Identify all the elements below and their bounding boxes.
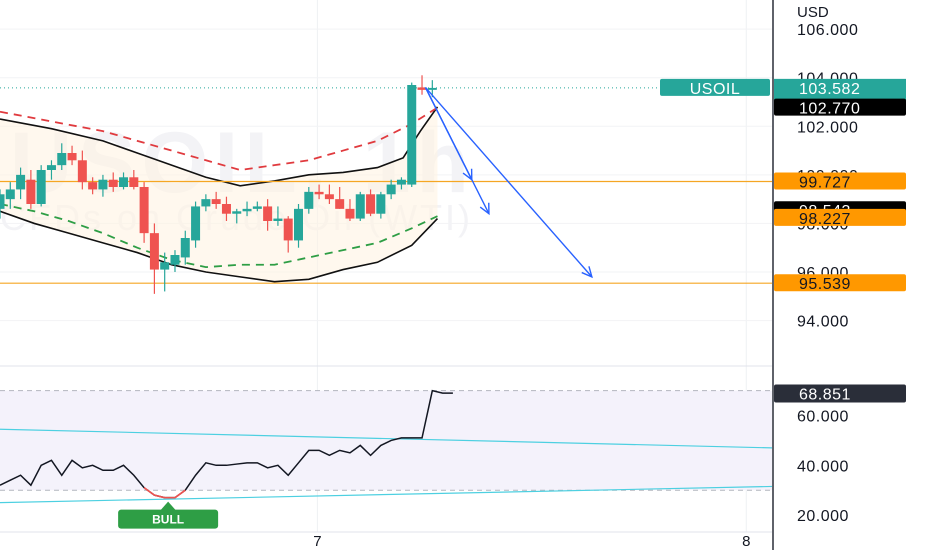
time-axis-label: 8 xyxy=(742,533,750,550)
candle-body xyxy=(88,182,98,190)
symbol-tag: USOIL xyxy=(690,81,741,98)
candle-body xyxy=(149,233,159,270)
candle-body xyxy=(417,87,427,90)
last-price-label: 103.582 xyxy=(799,81,860,98)
candle-body xyxy=(355,194,365,219)
level-price-tag: 95.539 xyxy=(799,276,851,293)
candle-body xyxy=(263,206,273,221)
candle-body xyxy=(283,218,293,241)
candle-body xyxy=(46,165,56,170)
bollinger-middle-line xyxy=(0,106,438,171)
currency-label: USD xyxy=(797,4,829,21)
candle-body xyxy=(201,199,211,207)
candle-body xyxy=(0,194,5,209)
level-price-tag: 99.727 xyxy=(799,174,851,191)
bollinger-upper-line xyxy=(0,106,439,187)
candle-body xyxy=(304,191,314,209)
candle-body xyxy=(396,179,406,185)
candle-body xyxy=(211,199,221,204)
rsi-tick-label: 20.000 xyxy=(797,508,849,525)
price-tick-label: 106.000 xyxy=(797,22,858,39)
candle-body xyxy=(335,199,345,209)
candle-body xyxy=(232,211,242,214)
bull-signal-label: BULL xyxy=(152,513,184,527)
ma-value-tag-bg xyxy=(774,98,906,116)
candle-body xyxy=(252,206,262,209)
candle-body xyxy=(36,170,46,204)
bollinger-basis-line xyxy=(0,203,438,269)
candle-body xyxy=(345,208,355,219)
candle-body xyxy=(26,179,36,204)
symbol-tag-bg xyxy=(660,78,770,96)
candle-body xyxy=(242,208,252,212)
projection-arrow-head xyxy=(581,266,593,279)
candle-body xyxy=(180,238,190,258)
candle-body xyxy=(324,194,334,200)
candle-body xyxy=(57,153,67,166)
candle-body xyxy=(427,87,437,90)
rsi-line xyxy=(0,389,453,499)
candle-body xyxy=(314,191,324,195)
rsi-trendline xyxy=(0,428,773,449)
rsi-tick-label: 60.000 xyxy=(797,409,849,426)
level-price-tag: 98.227 xyxy=(799,211,851,228)
rsi-oversold-segment xyxy=(143,487,186,499)
price-tick-label: 102.000 xyxy=(797,119,858,136)
candle-body xyxy=(139,187,149,234)
bull-signal-bg xyxy=(118,509,219,529)
candle-body xyxy=(67,153,77,161)
level-price-tag-bg xyxy=(774,274,906,292)
bull-signal-pointer xyxy=(160,501,177,511)
candle-body xyxy=(294,208,304,241)
bollinger-band-fill xyxy=(0,106,438,282)
ma-value-tag: 102.770 xyxy=(799,101,860,118)
candle-body xyxy=(77,160,87,183)
rsi-trendline xyxy=(0,485,773,504)
rsi-band-fill xyxy=(0,390,772,491)
time-axis-label: 7 xyxy=(313,533,321,550)
candle-body xyxy=(98,179,108,190)
bollinger-lower-line xyxy=(0,210,439,283)
candle-body xyxy=(376,194,386,214)
rsi-value-tag-bg xyxy=(774,384,906,403)
level-price-tag-bg xyxy=(774,172,906,190)
projection-arrow xyxy=(424,86,593,278)
candle-body xyxy=(108,179,118,187)
candle-body xyxy=(5,189,15,200)
candle-body xyxy=(170,255,180,265)
candle-body xyxy=(129,177,139,187)
projection-arrow xyxy=(424,87,490,215)
candle-body xyxy=(221,204,231,214)
candle-body xyxy=(273,218,283,221)
candle-body xyxy=(119,177,129,187)
candle-body xyxy=(191,206,201,241)
rsi-value-label: 68.851 xyxy=(799,387,851,404)
projection-arrow-head xyxy=(479,202,490,216)
candle-body xyxy=(407,85,417,185)
rsi-tick-label: 40.000 xyxy=(797,458,849,475)
candle-body xyxy=(16,174,26,190)
candle-body xyxy=(366,194,376,214)
candle-body xyxy=(386,184,396,195)
candle-body xyxy=(160,262,170,270)
price-tick-label: 94.000 xyxy=(797,314,849,331)
level-price-tag-bg xyxy=(774,208,906,226)
